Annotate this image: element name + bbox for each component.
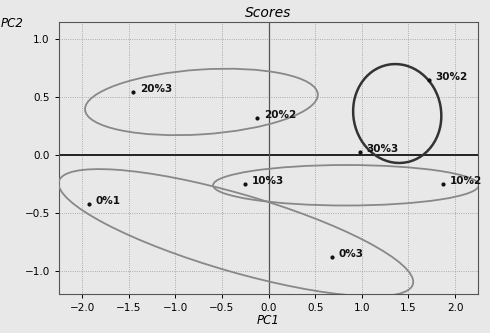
Text: 30%3: 30%3 (367, 144, 399, 154)
Y-axis label: PC2: PC2 (1, 17, 24, 30)
Text: 20%3: 20%3 (140, 84, 172, 94)
Text: 0%1: 0%1 (95, 196, 120, 206)
Title: Scores: Scores (245, 6, 292, 20)
Text: 20%2: 20%2 (264, 110, 296, 120)
Text: 30%2: 30%2 (436, 72, 468, 82)
Text: 10%2: 10%2 (449, 176, 482, 186)
Text: 10%3: 10%3 (252, 176, 284, 186)
Text: 0%3: 0%3 (339, 249, 364, 259)
X-axis label: PC1: PC1 (257, 314, 280, 327)
